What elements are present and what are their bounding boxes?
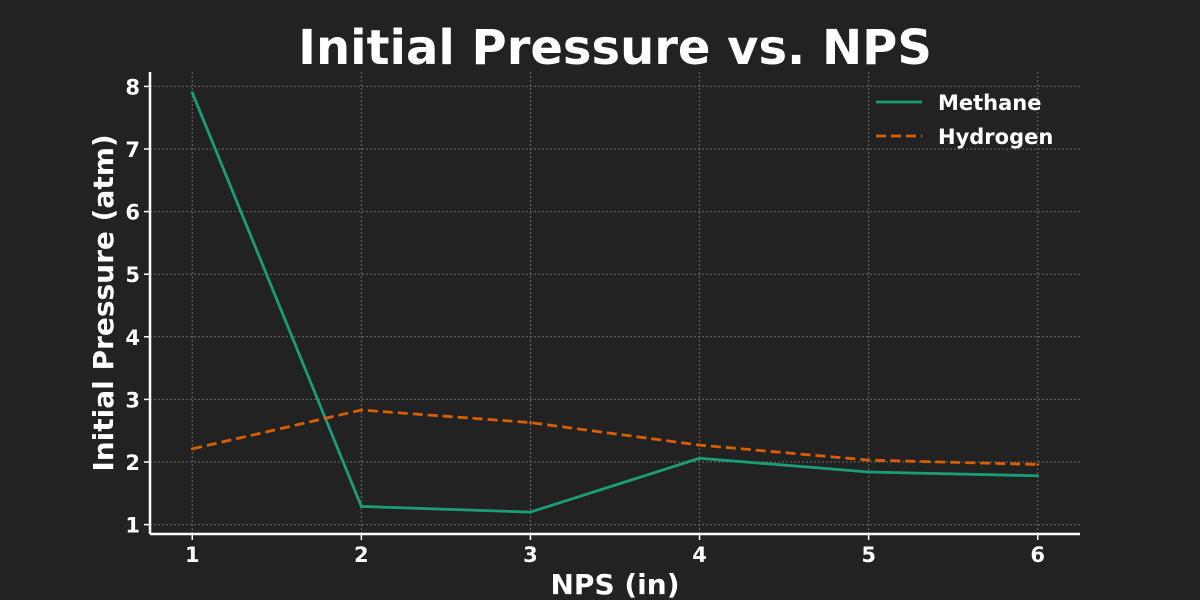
legend-label-methane: Methane — [938, 91, 1042, 115]
y-tick-label-7: 8 — [125, 75, 140, 99]
legend-label-hydrogen: Hydrogen — [938, 125, 1053, 149]
x-tick-label-0: 1 — [185, 543, 200, 567]
y-tick-label-4: 5 — [125, 263, 140, 287]
y-tick-label-6: 7 — [125, 138, 140, 162]
x-axis-ticks: 1 2 3 4 5 6 — [185, 534, 1045, 567]
y-tick-label-2: 3 — [125, 388, 140, 412]
series-line-hydrogen — [191, 408, 1038, 466]
x-tick-label-1: 2 — [354, 543, 369, 567]
series-line-methane — [190, 92, 1038, 514]
data-point-hydrogen-2 — [529, 421, 532, 424]
x-tick-label-5: 6 — [1030, 543, 1045, 567]
y-axis-label: Initial Pressure (atm) — [87, 134, 120, 471]
x-tick-label-4: 5 — [861, 543, 876, 567]
data-point-hydrogen-1 — [359, 408, 363, 412]
y-axis-ticks: 1 2 3 4 5 6 7 8 — [125, 75, 150, 538]
grid — [150, 72, 1080, 534]
data-point-hydrogen-3 — [698, 443, 701, 447]
chart-title: Initial Pressure vs. NPS — [298, 20, 932, 76]
data-point-methane-0 — [190, 91, 194, 95]
data-point-hydrogen-5 — [1036, 463, 1040, 466]
x-tick-label-2: 3 — [523, 543, 538, 567]
data-point-methane-2 — [529, 510, 532, 514]
data-point-methane-3 — [698, 456, 701, 460]
data-point-hydrogen-0 — [190, 447, 194, 451]
data-point-methane-1 — [359, 505, 363, 508]
x-tick-label-3: 4 — [692, 543, 707, 567]
y-tick-label-3: 4 — [125, 326, 140, 350]
data-point-methane-4 — [867, 470, 871, 474]
y-tick-label-1: 2 — [125, 451, 140, 475]
data-point-methane-5 — [1036, 474, 1040, 478]
series-lines — [190, 91, 1040, 514]
legend: Methane Hydrogen — [876, 91, 1053, 149]
data-point-hydrogen-4 — [867, 458, 871, 462]
y-tick-label-0: 1 — [125, 514, 140, 538]
x-axis-label: NPS (in) — [551, 568, 680, 600]
y-tick-label-5: 6 — [125, 201, 140, 225]
